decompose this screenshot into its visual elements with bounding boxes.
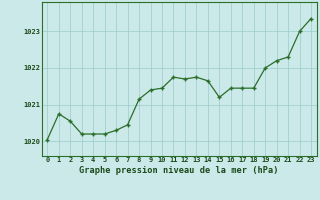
X-axis label: Graphe pression niveau de la mer (hPa): Graphe pression niveau de la mer (hPa) [79,166,279,175]
